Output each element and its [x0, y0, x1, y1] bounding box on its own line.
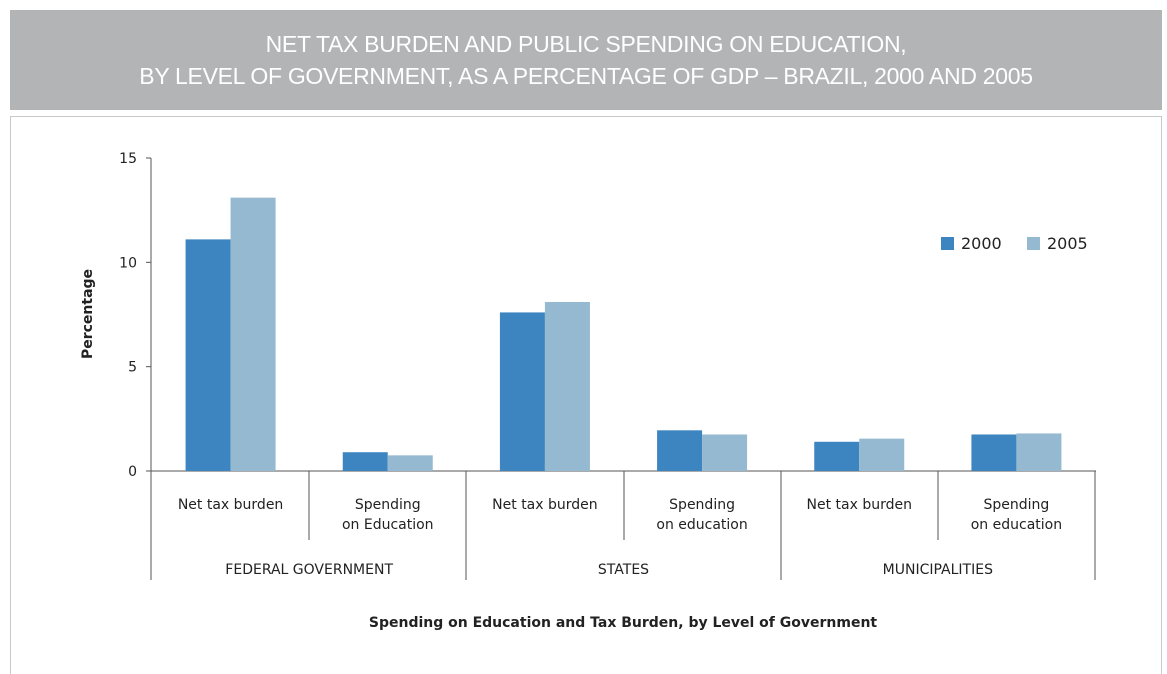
chart-title-line-1: NET TAX BURDEN AND PUBLIC SPENDING ON ED… [265, 31, 907, 57]
x-group-label: STATES [598, 562, 649, 578]
bar-2005 [1016, 433, 1062, 471]
x-axis-title: Spending on Education and Tax Burden, by… [369, 615, 878, 631]
bar-2000 [971, 434, 1017, 471]
chart-title-banner: NET TAX BURDEN AND PUBLIC SPENDING ON ED… [10, 10, 1162, 110]
bar-2000 [814, 441, 860, 471]
x-group-label: MUNICIPALITIES [883, 562, 993, 578]
bar-2005 [387, 455, 433, 471]
y-tick-label: 15 [119, 151, 137, 167]
bar-2000 [185, 239, 231, 471]
y-axis-title: Percentage [80, 269, 96, 359]
x-category-label: Spending on education [656, 497, 747, 533]
legend-label-2005: 2005 [1047, 234, 1088, 253]
bar-2005 [230, 197, 276, 471]
x-group-label: FEDERAL GOVERNMENT [225, 562, 393, 578]
legend-label-2000: 2000 [961, 234, 1002, 253]
bar-2005 [702, 434, 748, 471]
x-category-label: Net tax burden [807, 497, 912, 513]
bar-2000 [342, 452, 388, 471]
y-tick-label: 5 [128, 360, 137, 376]
y-tick-label: 10 [119, 255, 137, 271]
chart-frame [10, 116, 1162, 674]
x-category-label: Net tax burden [178, 497, 283, 513]
x-category-label: Spending on education [971, 497, 1062, 533]
chart-title-line-2: BY LEVEL OF GOVERNMENT, AS A PERCENTAGE … [139, 63, 1033, 89]
x-category-label: Net tax burden [492, 497, 597, 513]
bar-2005 [544, 301, 590, 471]
bar-2000 [657, 430, 703, 471]
y-tick-label: 0 [128, 464, 137, 480]
bar-2000 [499, 312, 545, 471]
bar-2005 [859, 438, 905, 471]
legend-swatch-2005 [1027, 237, 1040, 250]
x-category-label: Spending on Education [342, 497, 434, 533]
legend-swatch-2000 [941, 237, 954, 250]
